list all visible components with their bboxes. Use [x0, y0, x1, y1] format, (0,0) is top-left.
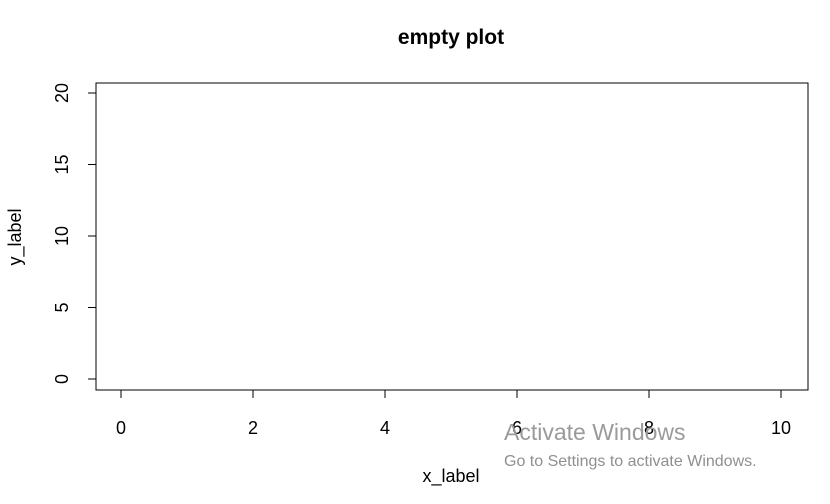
- chart-title: empty plot: [398, 26, 504, 49]
- y-tick-label: 15: [52, 154, 72, 174]
- x-tick-label: 6: [512, 418, 522, 438]
- y-tick-label: 20: [52, 83, 72, 103]
- activate-windows-subtitle: Go to Settings to activate Windows.: [504, 453, 757, 470]
- x-axis-label: x_label: [422, 466, 479, 487]
- y-axis: 0 5 10 15 20: [52, 83, 97, 384]
- x-axis: 0 2 4 6 8 10: [116, 389, 791, 438]
- activate-windows-title: Activate Windows: [504, 419, 686, 445]
- x-tick-label: 4: [380, 418, 390, 438]
- x-tick-label: 2: [248, 418, 258, 438]
- x-tick-label: 0: [116, 418, 126, 438]
- y-tick-label: 10: [52, 226, 72, 246]
- x-tick-label: 8: [644, 418, 654, 438]
- y-axis-label: y_label: [5, 208, 26, 265]
- y-tick-label: 0: [52, 374, 72, 384]
- x-tick-label: 10: [771, 418, 791, 438]
- plot-frame: [95, 82, 809, 391]
- y-tick-label: 5: [52, 302, 72, 312]
